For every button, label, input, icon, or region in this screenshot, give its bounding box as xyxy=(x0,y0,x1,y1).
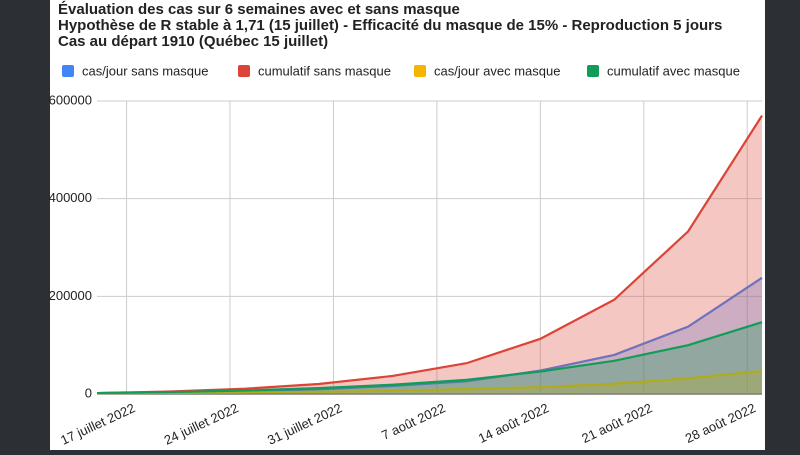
legend-swatch xyxy=(414,65,426,77)
area xyxy=(97,322,762,394)
line xyxy=(96,115,763,395)
legend-swatch xyxy=(238,65,250,77)
legend-label: cas/jour sans masque xyxy=(82,63,208,78)
y-tick-label: 0 xyxy=(85,385,92,400)
legend-label: cas/jour avec masque xyxy=(434,63,560,78)
legend-swatch xyxy=(62,65,74,77)
legend-label: cumulatif sans masque xyxy=(258,63,391,78)
chart-panel xyxy=(50,0,765,450)
y-tick-label: 400000 xyxy=(49,190,92,205)
area xyxy=(97,277,762,394)
y-tick-label: 600000 xyxy=(49,92,92,107)
chart-title: Évaluation des cas sur 6 semaines avec e… xyxy=(58,1,460,18)
area xyxy=(97,115,762,395)
line xyxy=(96,369,763,395)
area xyxy=(97,371,762,394)
y-tick-label: 200000 xyxy=(49,288,92,303)
chart-title: Hypothèse de R stable à 1,71 (15 juillet… xyxy=(58,17,722,34)
legend-label: cumulatif avec masque xyxy=(607,63,740,78)
legend-swatch xyxy=(587,65,599,77)
line xyxy=(96,321,763,395)
chart-title: Cas au départ 1910 (Québec 15 juillet) xyxy=(58,33,328,50)
